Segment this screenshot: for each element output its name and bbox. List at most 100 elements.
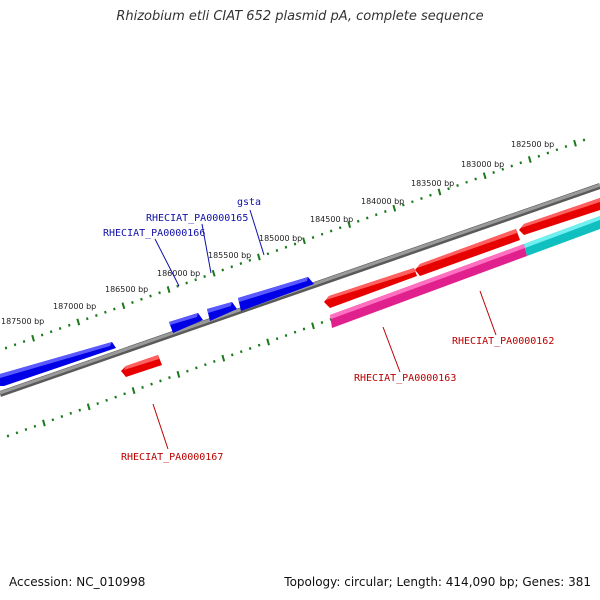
minor-tick xyxy=(555,148,559,152)
minor-tick xyxy=(113,307,116,311)
minor-tick xyxy=(275,337,279,341)
minor-tick xyxy=(230,265,234,269)
minor-tick xyxy=(356,219,360,223)
minor-tick xyxy=(275,249,279,252)
scale-label: 184000 bp xyxy=(361,197,404,206)
minor-tick xyxy=(564,145,568,148)
major-tick xyxy=(221,354,226,362)
minor-tick xyxy=(320,232,324,236)
major-tick xyxy=(482,172,487,180)
minor-tick xyxy=(78,408,82,412)
gene-forward-4-highlight xyxy=(238,277,308,302)
minor-tick xyxy=(186,369,189,373)
minor-tick xyxy=(248,347,252,350)
minor-tick xyxy=(141,385,144,389)
scale-label: 185000 bp xyxy=(259,234,302,243)
minor-tick xyxy=(239,350,243,354)
minor-tick xyxy=(501,167,505,171)
minor-tick xyxy=(429,193,432,197)
gene-forward-3-highlight xyxy=(207,302,232,313)
major-tick xyxy=(437,188,442,196)
leader-163 xyxy=(382,326,401,373)
minor-tick xyxy=(374,213,378,217)
minor-tick xyxy=(266,252,270,256)
outer-tick-track xyxy=(4,138,586,350)
minor-tick xyxy=(474,177,477,181)
gene-reverse-a-highlight xyxy=(326,268,415,300)
minor-tick xyxy=(230,353,234,357)
leader-166 xyxy=(154,238,180,287)
major-tick xyxy=(211,269,216,277)
gene-reverse-c-highlight xyxy=(521,198,600,228)
scale-label: 185500 bp xyxy=(208,251,251,260)
gene-forward-3[interactable] xyxy=(207,302,237,321)
minor-tick xyxy=(519,161,523,165)
minor-tick xyxy=(420,197,423,200)
scale-label: 186000 bp xyxy=(157,269,200,278)
minor-tick xyxy=(51,418,55,422)
minor-tick xyxy=(582,138,586,142)
minor-tick xyxy=(546,151,550,155)
label-leaders xyxy=(152,209,497,450)
gene-label-166[interactable]: RHECIAT_PA0000166 xyxy=(103,228,205,239)
minor-tick xyxy=(168,376,171,380)
gene-cyan-highlight xyxy=(524,216,600,248)
minor-tick xyxy=(13,343,17,347)
minor-tick xyxy=(22,340,26,343)
minor-tick xyxy=(284,334,288,337)
gene-forward-4[interactable] xyxy=(238,277,314,311)
gene-magenta-163-highlight xyxy=(330,244,525,319)
gene-label-group: gsta RHECIAT_PA0000165 RHECIAT_PA0000166… xyxy=(103,197,554,463)
gene-label-163[interactable]: RHECIAT_PA0000163 xyxy=(354,373,456,384)
major-tick xyxy=(311,322,315,330)
minor-tick xyxy=(456,184,459,187)
minor-tick xyxy=(24,428,28,431)
gene-forward-2[interactable] xyxy=(169,313,203,333)
gene-label-162[interactable]: RHECIAT_PA0000162 xyxy=(452,336,554,347)
major-tick xyxy=(257,253,261,261)
gene-label-165[interactable]: RHECIAT_PA0000165 xyxy=(146,213,248,224)
major-tick xyxy=(166,286,171,293)
minor-tick xyxy=(365,216,369,220)
minor-tick xyxy=(204,363,207,367)
minor-tick xyxy=(150,382,153,386)
minor-tick xyxy=(96,402,99,406)
minor-tick xyxy=(58,327,62,330)
minor-tick xyxy=(105,398,108,402)
scale-label: 183000 bp xyxy=(461,160,504,169)
minor-tick xyxy=(114,395,117,399)
gene-label-167[interactable]: RHECIAT_PA0000167 xyxy=(121,452,223,463)
minor-tick xyxy=(203,275,206,278)
gene-forward-2-highlight xyxy=(169,313,198,325)
minor-tick xyxy=(67,323,71,327)
major-tick xyxy=(131,387,136,395)
minor-tick xyxy=(149,294,152,298)
minor-tick xyxy=(194,278,197,282)
minor-tick xyxy=(176,284,179,288)
minor-tick xyxy=(131,301,134,304)
minor-tick xyxy=(284,245,288,249)
gene-forward-1[interactable] xyxy=(0,342,116,386)
major-tick xyxy=(76,318,81,326)
minor-tick xyxy=(302,327,306,331)
minor-tick xyxy=(40,333,44,337)
minor-tick xyxy=(213,359,216,363)
minor-tick xyxy=(185,281,188,285)
scale-label: 184500 bp xyxy=(310,215,353,224)
major-tick xyxy=(302,237,306,245)
major-tick xyxy=(121,302,126,310)
reverse-genes xyxy=(121,198,600,377)
leader-162 xyxy=(479,290,497,336)
minor-tick xyxy=(402,203,405,207)
minor-tick xyxy=(158,291,161,295)
minor-tick xyxy=(15,431,19,435)
minor-tick xyxy=(248,258,252,262)
forward-genes xyxy=(0,277,314,386)
gene-label-gsta[interactable]: gsta xyxy=(237,197,261,208)
map-title: Rhizobium etli CIAT 652 plasmid pA, comp… xyxy=(116,9,484,24)
minor-tick xyxy=(33,424,37,428)
scale-label: 187500 bp xyxy=(1,317,44,326)
leader-gsta xyxy=(249,209,265,256)
